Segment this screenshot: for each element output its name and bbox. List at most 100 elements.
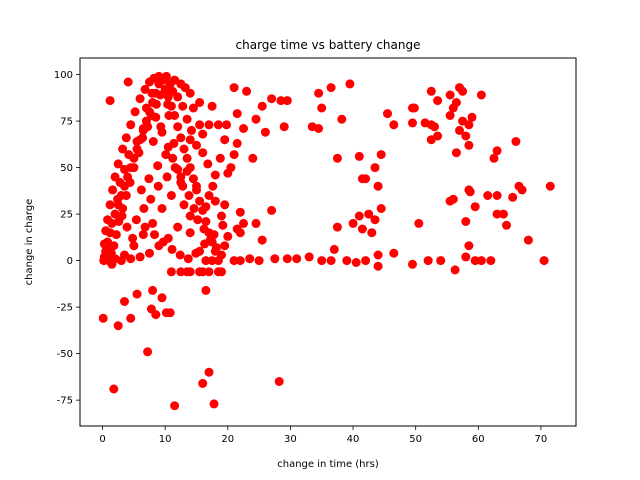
data-point: [326, 256, 336, 266]
data-point: [192, 181, 201, 191]
data-point: [168, 86, 178, 96]
data-point: [178, 101, 188, 111]
data-point: [175, 250, 185, 260]
data-point: [207, 256, 217, 266]
data-point: [450, 265, 460, 275]
data-point: [126, 313, 136, 323]
data-point: [207, 101, 217, 111]
x-tick-label: 50: [409, 434, 422, 445]
data-point: [163, 99, 173, 109]
data-point: [188, 103, 198, 113]
data-point: [157, 204, 167, 213]
data-point: [464, 241, 474, 251]
data-point: [276, 96, 286, 106]
data-point: [229, 256, 239, 266]
x-tick-label: 0: [99, 434, 105, 445]
data-point: [461, 131, 471, 141]
data-point: [498, 209, 508, 219]
x-tick-label: 30: [284, 434, 297, 445]
y-tick-label: -75: [57, 396, 73, 407]
data-point: [245, 254, 255, 264]
data-point: [195, 196, 205, 206]
data-point: [223, 168, 233, 178]
data-point: [131, 215, 141, 225]
data-point: [148, 218, 158, 228]
data-point: [545, 181, 555, 191]
data-point: [464, 140, 474, 150]
data-point: [326, 83, 336, 93]
data-point: [348, 218, 358, 228]
data-point: [223, 231, 233, 241]
data-point: [166, 191, 176, 200]
data-point: [173, 222, 183, 232]
data-point: [139, 204, 149, 213]
data-point: [182, 267, 192, 277]
data-point: [183, 254, 193, 264]
data-point: [248, 153, 258, 163]
data-point: [213, 120, 223, 130]
plot-frame: [79, 57, 577, 427]
data-point: [409, 103, 419, 113]
y-tick-label: 100: [54, 70, 73, 81]
data-point: [158, 237, 168, 247]
data-point: [113, 159, 123, 169]
data-point: [125, 178, 135, 187]
data-point: [120, 164, 129, 174]
data-point: [222, 120, 231, 130]
data-point: [511, 137, 521, 146]
data-point: [140, 84, 150, 94]
data-point: [145, 77, 154, 87]
data-point: [113, 194, 123, 204]
data-point: [502, 220, 511, 230]
x-axis-label: change in time (hrs): [277, 459, 379, 470]
data-point: [143, 122, 153, 132]
data-point: [187, 125, 196, 135]
data-point: [426, 86, 436, 96]
data-point: [199, 224, 209, 234]
data-point: [129, 241, 139, 251]
data-point: [123, 77, 133, 87]
y-tick-label: -50: [57, 349, 73, 360]
y-axis-label: change in charge: [24, 199, 35, 286]
data-point: [138, 133, 148, 143]
data-point: [182, 114, 192, 124]
data-point: [144, 174, 154, 184]
data-point: [121, 191, 131, 200]
data-point: [179, 144, 189, 154]
data-point: [458, 86, 468, 96]
data-point: [445, 90, 455, 100]
data-point: [232, 109, 242, 119]
data-point: [483, 191, 493, 200]
data-point: [461, 252, 471, 262]
data-point: [179, 200, 189, 210]
data-point: [118, 144, 128, 154]
data-point: [176, 267, 186, 277]
data-point: [182, 153, 192, 163]
data-point: [376, 150, 386, 160]
y-axis: -75 -50 -25 0 25 50 75 100: [54, 70, 80, 407]
data-point: [304, 252, 314, 262]
data-point: [345, 79, 355, 89]
data-point: [282, 96, 292, 106]
data-point: [351, 258, 361, 267]
data-point: [218, 220, 228, 230]
data-point: [204, 120, 214, 130]
chart-title: charge time vs battery change: [236, 38, 421, 52]
data-point: [389, 120, 399, 130]
data-point: [147, 88, 157, 98]
data-point: [260, 127, 270, 137]
data-point: [168, 153, 178, 163]
data-point: [184, 191, 194, 200]
data-point: [145, 248, 154, 258]
data-point: [111, 230, 121, 240]
data-point: [132, 289, 142, 299]
data-point: [135, 252, 145, 262]
data-point: [151, 310, 161, 320]
data-point: [148, 137, 158, 146]
data-point: [192, 140, 201, 150]
data-point: [408, 118, 417, 128]
data-point: [383, 109, 392, 119]
data-point: [203, 159, 213, 169]
data-point: [148, 285, 158, 295]
data-point: [282, 254, 292, 264]
